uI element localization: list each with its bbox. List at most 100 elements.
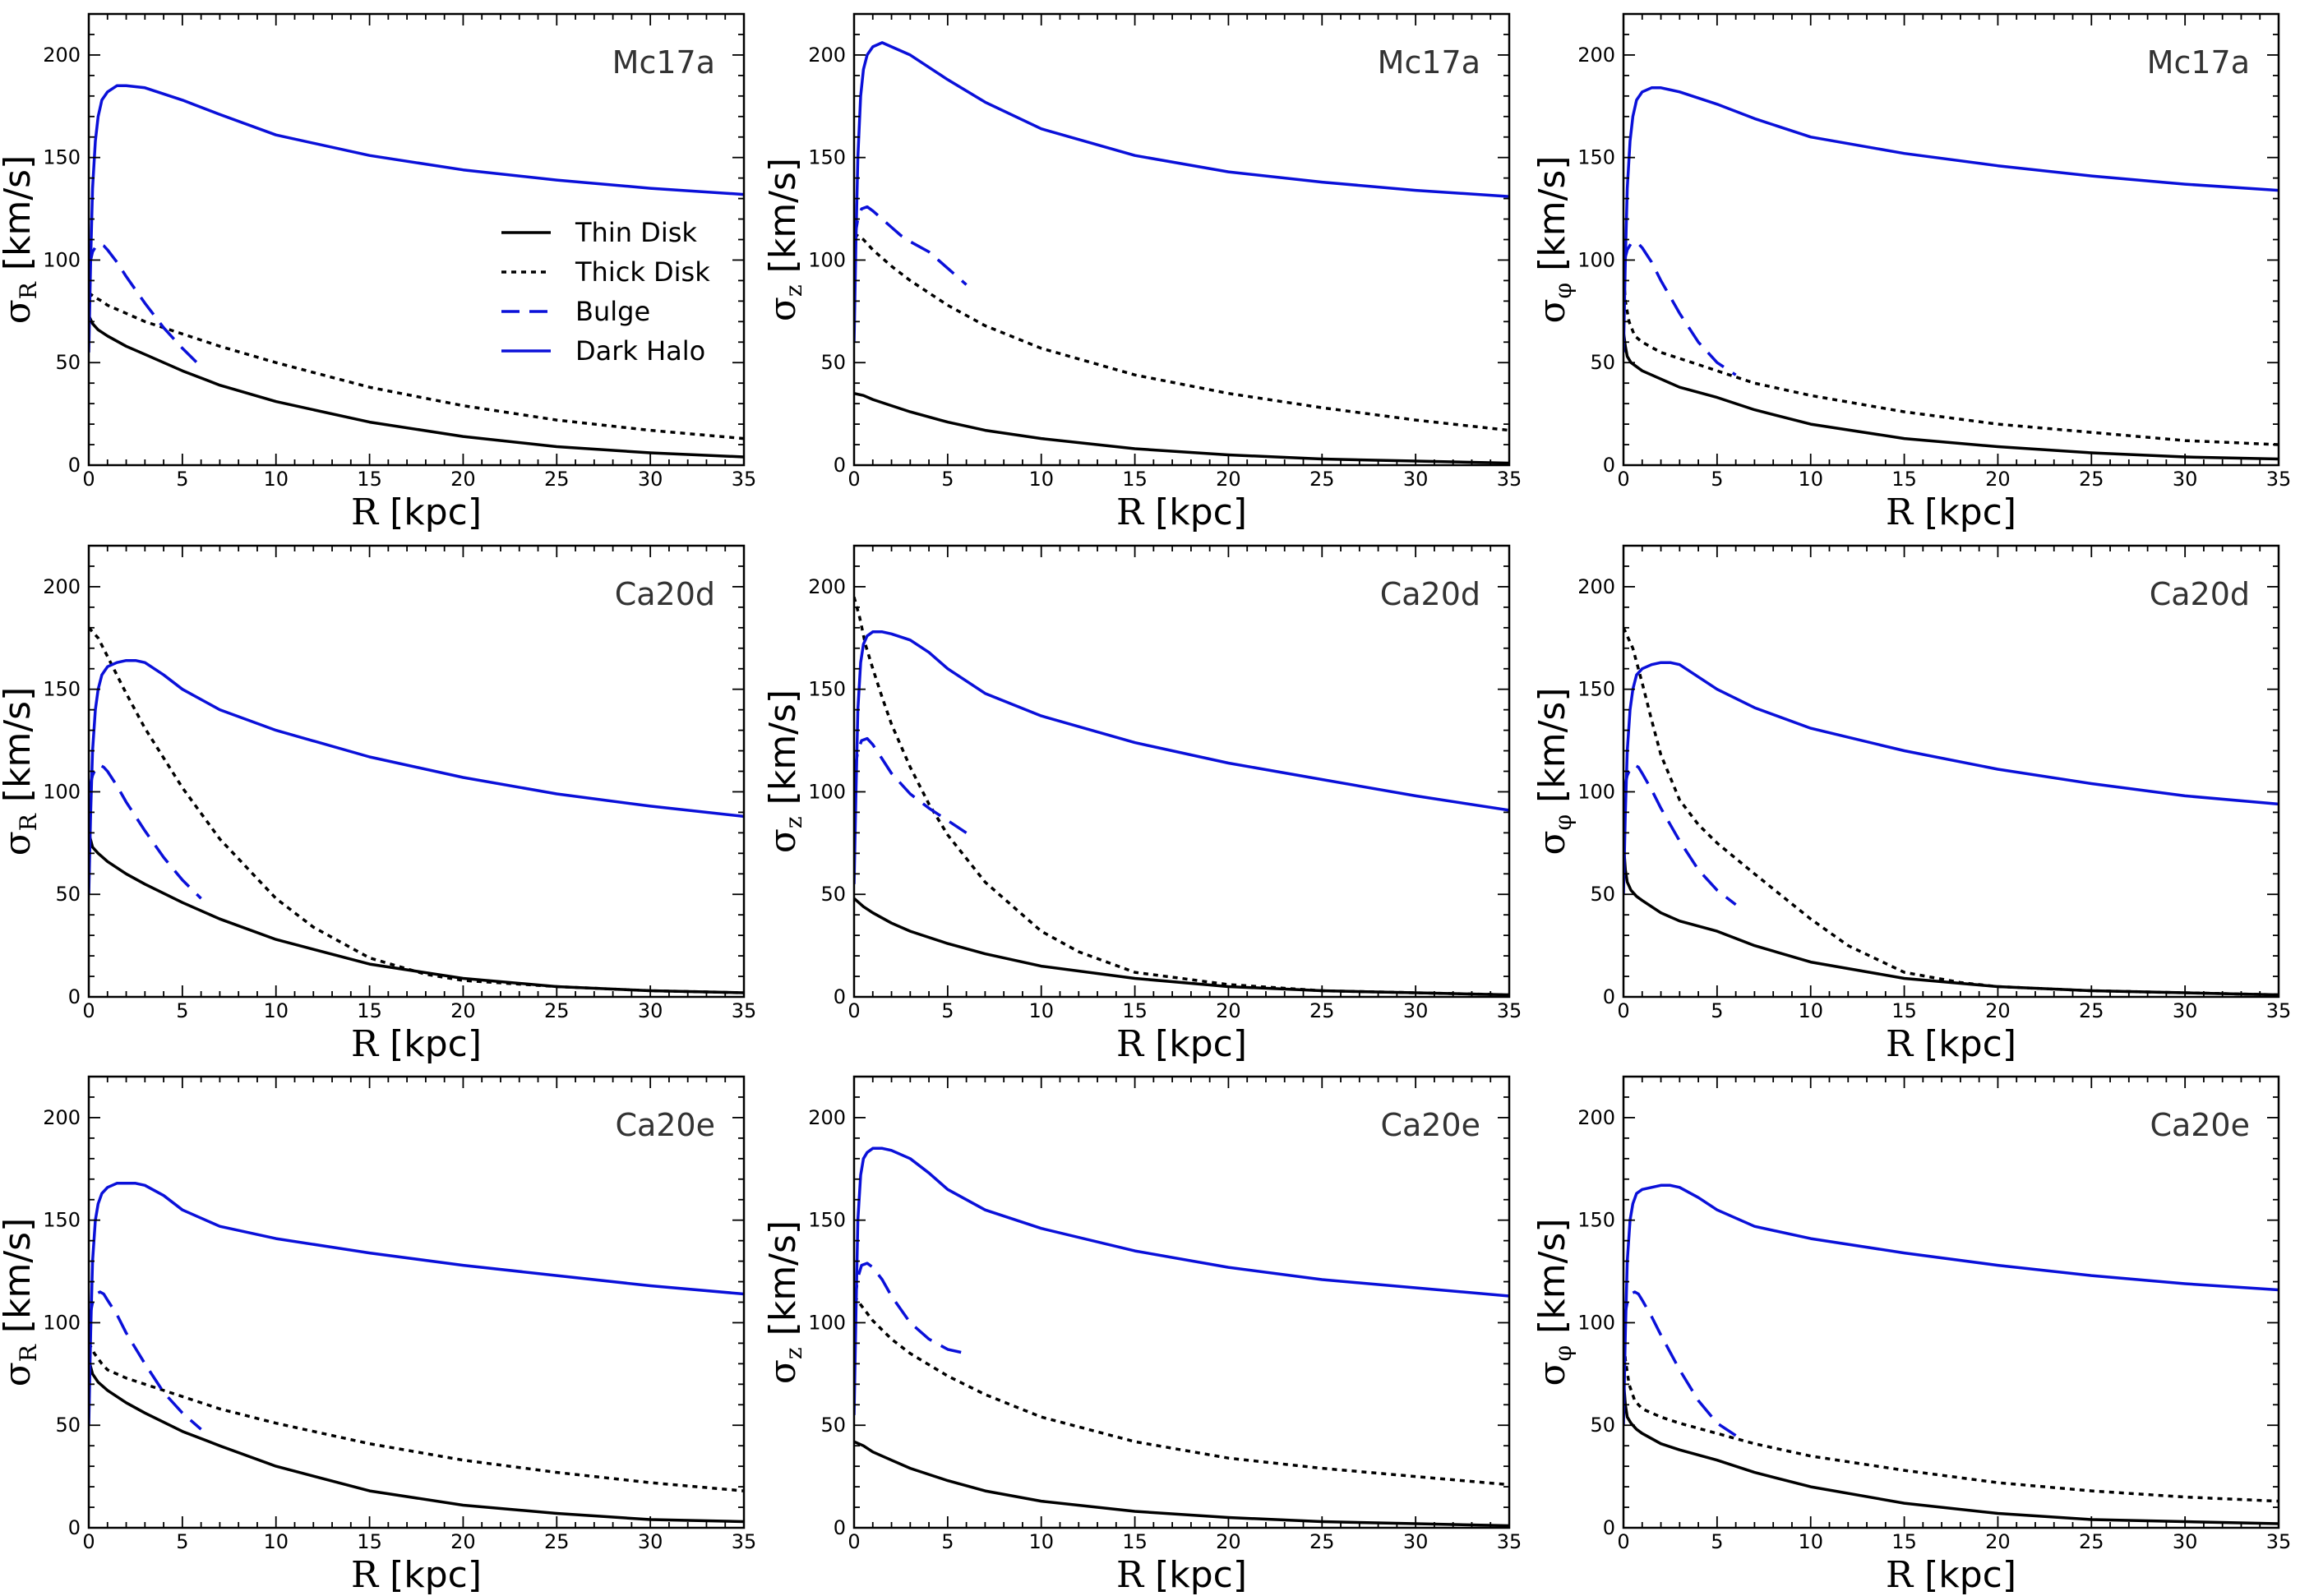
series-line-thick-disk (1623, 627, 2279, 997)
legend-label-thin-disk: Thin Disk (575, 217, 697, 248)
y-tick-label: 50 (1590, 351, 1615, 374)
series-line-thick-disk (89, 1342, 744, 1492)
series-line-bulge (1623, 763, 1737, 906)
x-tick-label: 0 (847, 999, 860, 1022)
x-tick-label: 20 (1985, 999, 2011, 1022)
y-tick-label: 0 (834, 1516, 846, 1539)
y-tick-label: 50 (820, 1414, 846, 1437)
x-tick-label: 35 (732, 1530, 757, 1553)
series-line-bulge (1623, 240, 1737, 376)
x-tick-label: 35 (2266, 468, 2292, 491)
x-axis-label: R [kpc] (351, 1023, 482, 1065)
x-tick-label: 5 (941, 999, 954, 1022)
series-line-thin-disk (1623, 331, 2279, 461)
series-line-thick-disk (1623, 270, 2279, 446)
series-line-dark-halo (89, 658, 744, 895)
y-tick-label: 150 (1577, 146, 1615, 169)
x-tick-label: 5 (1711, 468, 1723, 491)
x-tick-label: 10 (263, 468, 289, 491)
series-line-thick-disk (1623, 1326, 2279, 1503)
x-tick-label: 30 (2173, 1530, 2198, 1553)
y-axis-label: σR [km/s] (0, 155, 42, 325)
series-line-bulge (89, 242, 202, 368)
x-axis-label: R [kpc] (1116, 1554, 1247, 1596)
y-tick-label: 100 (43, 1311, 81, 1334)
y-axis-label: σφ [km/s] (1531, 687, 1577, 855)
panel-model-label: Ca20e (615, 1107, 715, 1143)
x-tick-label: 35 (732, 999, 757, 1022)
series-line-thick-disk (854, 1294, 1509, 1487)
y-tick-label: 200 (808, 1106, 846, 1129)
x-tick-label: 20 (450, 999, 476, 1022)
series-line-dark-halo (854, 630, 1509, 884)
x-tick-label: 30 (638, 999, 663, 1022)
x-tick-label: 0 (82, 468, 95, 491)
x-tick-label: 10 (1798, 1530, 1823, 1553)
x-tick-label: 25 (544, 468, 570, 491)
x-tick-label: 20 (450, 1530, 476, 1553)
x-tick-label: 20 (1216, 999, 1241, 1022)
x-tick-label: 20 (1985, 468, 2011, 491)
x-tick-label: 0 (82, 1530, 95, 1553)
y-tick-label: 100 (1577, 1311, 1615, 1334)
x-tick-label: 25 (1309, 468, 1335, 491)
chart-panel-ca20d-2: 0 5 10 15 20 25 30 35 0 50 100 150 200 R [kpc] σφ [km/… (1531, 544, 2291, 1065)
x-tick-label: 20 (450, 468, 476, 491)
legend: Thin Disk Thick Disk Bulge Dark Halo (501, 217, 710, 367)
y-tick-label: 50 (55, 883, 81, 906)
x-axis-label: R [kpc] (1886, 491, 2016, 533)
x-tick-label: 25 (2079, 999, 2104, 1022)
y-tick-label: 200 (43, 575, 81, 598)
x-axis-label: R [kpc] (1116, 1023, 1247, 1065)
y-tick-label: 0 (68, 454, 81, 477)
y-axis-label: σz [km/s] (762, 690, 807, 853)
y-tick-label: 100 (808, 248, 846, 271)
panel-model-label: Mc17a (2147, 44, 2250, 81)
x-tick-label: 15 (357, 999, 382, 1022)
x-tick-label: 0 (82, 999, 95, 1022)
x-tick-label: 15 (1891, 1530, 1917, 1553)
x-tick-label: 30 (1403, 1530, 1429, 1553)
x-tick-label: 0 (1617, 468, 1629, 491)
x-tick-label: 25 (544, 999, 570, 1022)
panel-model-label: Ca20e (1380, 1107, 1480, 1143)
y-tick-label: 100 (43, 780, 81, 803)
x-tick-label: 5 (176, 999, 188, 1022)
y-tick-label: 0 (1603, 1516, 1615, 1539)
x-tick-label: 10 (1028, 999, 1054, 1022)
x-tick-label: 0 (1617, 999, 1629, 1022)
series-line-thin-disk (1623, 1380, 2279, 1525)
series-line-dark-halo (1623, 661, 2279, 895)
chart-panel-mc17a-2: 0 5 10 15 20 25 30 35 0 50 100 150 200 R [kpc] σφ [km/… (1531, 12, 2292, 533)
y-tick-label: 150 (808, 146, 846, 169)
x-tick-label: 10 (263, 1530, 289, 1553)
y-tick-label: 150 (1577, 678, 1615, 701)
chart-panel-ca20d-1: 0 5 10 15 20 25 30 35 0 50 100 150 200 R [kpc] σz [km/… (762, 544, 1522, 1065)
y-tick-label: 100 (808, 780, 846, 803)
x-tick-label: 15 (1891, 468, 1917, 491)
y-tick-label: 200 (43, 44, 81, 67)
y-tick-label: 150 (43, 146, 81, 169)
x-tick-label: 10 (1798, 999, 1823, 1022)
y-tick-label: 0 (1603, 454, 1615, 477)
series-line-bulge (89, 763, 202, 900)
y-tick-label: 200 (1577, 1106, 1615, 1129)
series-line-thick-disk (854, 596, 1509, 997)
y-tick-label: 200 (43, 1106, 81, 1129)
x-tick-label: 35 (1497, 999, 1522, 1022)
x-tick-label: 30 (1403, 999, 1429, 1022)
y-tick-label: 100 (1577, 248, 1615, 271)
x-tick-label: 15 (1891, 999, 1917, 1022)
panel-model-label: Ca20e (2150, 1107, 2250, 1143)
panel-model-label: Mc17a (1378, 44, 1480, 81)
x-tick-label: 25 (1309, 1530, 1335, 1553)
x-tick-label: 20 (1216, 468, 1241, 491)
x-tick-label: 5 (941, 1530, 954, 1553)
legend-label-dark-halo: Dark Halo (575, 335, 705, 367)
y-tick-label: 50 (55, 1414, 81, 1437)
y-axis-label: σz [km/s] (762, 158, 807, 321)
chart-panel-ca20e-0: 0 5 10 15 20 25 30 35 0 50 100 150 200 R [kpc] σR [km/… (0, 1075, 757, 1596)
y-tick-label: 0 (68, 1516, 81, 1539)
